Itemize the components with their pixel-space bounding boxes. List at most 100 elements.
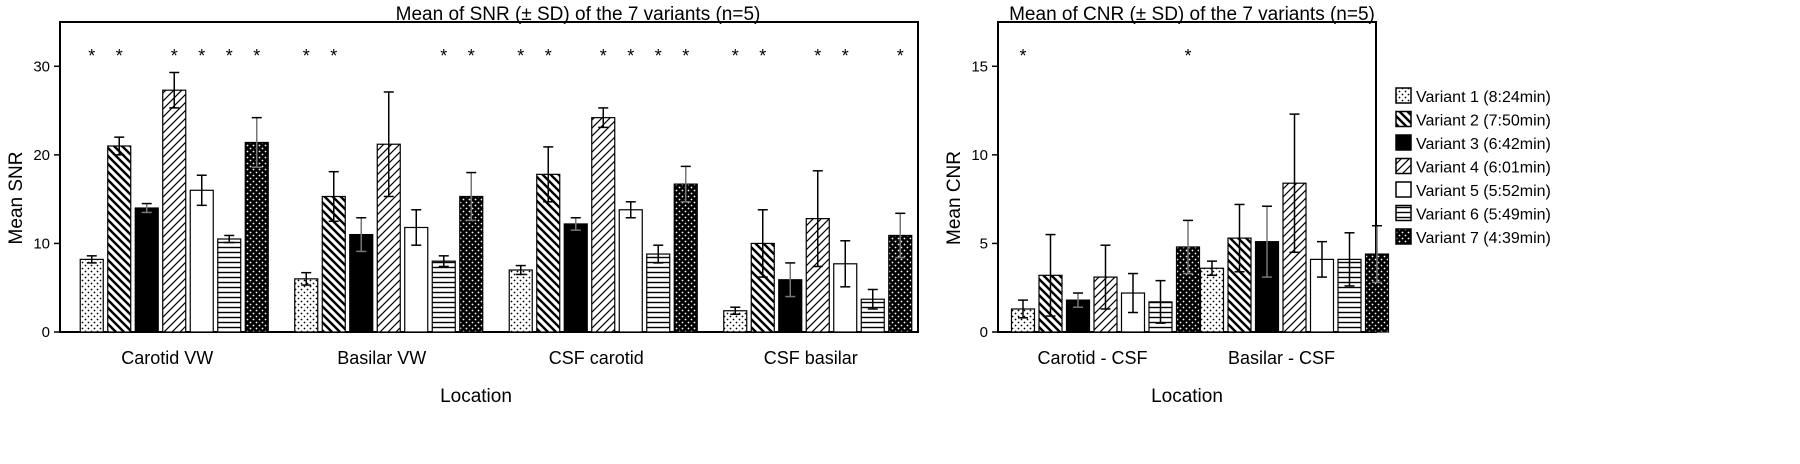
snr-error-bar: [653, 244, 664, 264]
cnr-error-bar: [1073, 292, 1083, 308]
cnr-significance-marker: *: [1019, 46, 1026, 66]
cnr-error-bar: [1100, 244, 1111, 310]
legend-box: [1390, 81, 1799, 256]
snr-error-bar: [86, 255, 97, 264]
snr-significance-marker: *: [814, 46, 821, 66]
snr-significance-marker: *: [253, 46, 260, 66]
legend-swatch: [1395, 204, 1412, 222]
snr-error-bar: [169, 71, 180, 109]
snr-error-bar: [196, 174, 207, 207]
cnr-significance-marker: *: [1184, 46, 1191, 66]
snr-bar-variant-5: [618, 209, 643, 333]
snr-category-label: Carotid VW: [121, 348, 213, 368]
snr-significance-marker: *: [627, 46, 634, 66]
snr-error-bar: [840, 240, 851, 288]
snr-category-label: CSF carotid: [549, 348, 644, 368]
snr-bar-variant-2: [107, 145, 132, 333]
cnr-error-bar: [1234, 203, 1245, 273]
legend-label: Variant 4 (6:01min): [1416, 160, 1551, 177]
snr-significance-marker: *: [682, 46, 689, 66]
snr-error-bar: [438, 255, 449, 268]
snr-error-bar: [812, 170, 823, 268]
legend-label: Variant 1 (8:24min): [1416, 89, 1551, 106]
legend-item: Variant 6 (5:49min): [1395, 204, 1551, 224]
snr-error-bar: [114, 136, 125, 156]
snr-significance-marker: *: [600, 46, 607, 66]
cnr-y-tick-label: 0: [980, 324, 988, 341]
snr-significance-marker: *: [198, 46, 205, 66]
snr-significance-marker: *: [303, 46, 310, 66]
snr-category-label: Basilar VW: [337, 348, 426, 368]
snr-x-axis-label: Location: [440, 386, 512, 407]
snr-error-bar: [625, 201, 636, 219]
legend-item: Variant 2 (7:50min): [1395, 110, 1551, 130]
cnr-error-bar: [1183, 219, 1193, 275]
legend: Variant 1 (8:24min) Variant 2 (7:50min) Va…: [1390, 81, 1799, 256]
snr-bar-variant-3: [563, 223, 588, 333]
snr-error-bar: [598, 107, 609, 129]
snr-significance-marker: *: [440, 46, 447, 66]
snr-category-label: CSF basilar: [764, 348, 858, 368]
snr-y-tick-label: 0: [42, 324, 50, 341]
snr-y-tick-label: 30: [33, 58, 50, 75]
snr-bar-variant-7: [244, 141, 269, 333]
snr-error-bar: [680, 165, 691, 203]
snr-significance-marker: *: [171, 46, 178, 66]
snr-bar-variant-4: [591, 117, 616, 333]
legend-swatch: [1395, 181, 1412, 198]
snr-significance-marker: *: [116, 46, 123, 66]
snr-error-bar: [515, 264, 526, 276]
snr-significance-marker: *: [88, 46, 95, 66]
snr-chart-title: Mean of SNR (± SD) of the 7 variants (n=…: [396, 4, 761, 25]
snr-error-bar: [730, 306, 741, 316]
snr-plot-frame: [59, 21, 919, 333]
snr-error-bar: [356, 216, 367, 253]
cnr-chart-title: Mean of CNR (± SD) of the 7 variants (n=…: [1009, 4, 1375, 25]
snr-error-bar: [757, 209, 768, 278]
snr-error-bar: [543, 146, 554, 203]
snr-error-bar: [383, 91, 394, 198]
cnr-y-axis-label: Mean CNR: [944, 151, 965, 245]
legend-item: Variant 5 (5:52min): [1395, 181, 1551, 200]
snr-error-bar: [466, 171, 477, 222]
legend-label: Variant 5 (5:52min): [1416, 183, 1551, 200]
snr-bar-variant-5: [189, 189, 214, 333]
snr-significance-marker: *: [759, 46, 766, 66]
legend-item: Variant 3 (6:42min): [1395, 134, 1551, 153]
snr-error-bar: [301, 271, 312, 286]
snr-significance-marker: *: [226, 46, 233, 66]
cnr-category-label: Basilar - CSF: [1228, 348, 1335, 368]
legend-swatch: [1395, 157, 1412, 175]
snr-bar-variant-6: [217, 238, 242, 333]
legend-swatch: [1395, 110, 1412, 128]
cnr-error-bar: [1262, 205, 1272, 278]
snr-significance-marker: *: [468, 46, 475, 66]
cnr-error-bar: [1018, 299, 1028, 319]
legend-item: Variant 1 (8:24min): [1395, 87, 1551, 106]
snr-chart: Mean of SNR (± SD) of the 7 variants (n=…: [6, 4, 919, 407]
cnr-y-tick-label: 15: [971, 58, 988, 75]
snr-bar-variant-4: [162, 89, 187, 333]
legend-label: Variant 6 (5:49min): [1416, 207, 1551, 224]
legend-label: Variant 2 (7:50min): [1416, 113, 1551, 130]
legend-label: Variant 7 (4:39min): [1416, 230, 1551, 247]
legend-item: Variant 7 (4:39min): [1395, 228, 1551, 247]
snr-error-bar: [141, 202, 152, 214]
snr-error-bar: [570, 216, 581, 231]
snr-error-bar: [867, 288, 878, 310]
snr-significance-marker: *: [897, 46, 904, 66]
snr-significance-marker: *: [842, 46, 849, 66]
snr-error-bar: [411, 209, 422, 246]
legend-swatch: [1395, 134, 1412, 151]
cnr-category-label: Carotid - CSF: [1037, 348, 1147, 368]
cnr-error-bar: [1372, 224, 1382, 284]
snr-bar-variant-1: [508, 269, 533, 333]
cnr-error-bar: [1128, 272, 1138, 314]
snr-y-tick-label: 10: [33, 235, 50, 252]
cnr-error-bar: [1344, 232, 1355, 287]
cnr-error-bar: [1207, 260, 1217, 277]
snr-bar-variant-3: [134, 207, 159, 333]
snr-bar-variant-6: [646, 253, 671, 333]
snr-significance-marker: *: [330, 46, 337, 66]
